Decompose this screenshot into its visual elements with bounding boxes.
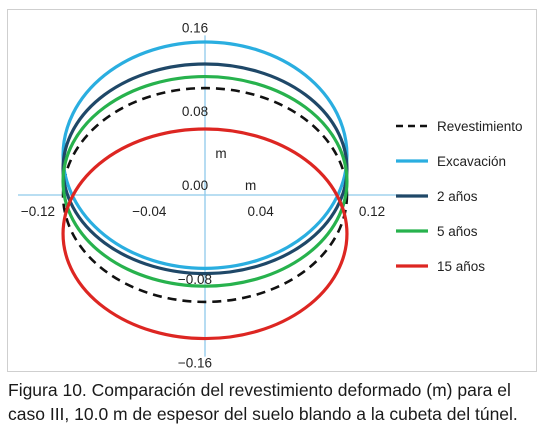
legend-label-2: Excavación xyxy=(437,154,506,169)
legend-label-5: 15 años xyxy=(437,259,485,274)
chart: −0.12 −0.04 0.04 0.12 0.16 0.08 0.00 −0.08 −0.16… xyxy=(17,20,523,371)
y-tick-label: 0.00 xyxy=(182,178,208,193)
series-layer xyxy=(61,40,349,341)
legend: Revestimiento Excavación 2 años 5 años 15 añ… xyxy=(396,119,523,274)
y-tick-label: −0.16 xyxy=(178,356,212,371)
legend-label-1: Revestimiento xyxy=(437,119,523,134)
caption-line-2: caso III, 10.0 m de espesor del suelo bl… xyxy=(8,404,518,424)
caption-line-1: Figura 10. Comparación del revestimiento… xyxy=(8,380,511,400)
x-tick-label: 0.04 xyxy=(248,204,275,219)
figure-caption: Figura 10. Comparación del revestimiento… xyxy=(8,378,544,426)
x-tick-label: 0.12 xyxy=(359,204,385,219)
tick-labels: −0.12 −0.04 0.04 0.12 0.16 0.08 0.00 −0.08 −0.16… xyxy=(21,20,385,370)
legend-label-3: 2 años xyxy=(437,189,478,204)
y-tick-label: 0.16 xyxy=(182,20,208,35)
chart-frame: −0.12 −0.04 0.04 0.12 0.16 0.08 0.00 −0.08 −0.16… xyxy=(7,9,537,372)
y-tick-label: −0.08 xyxy=(178,272,212,287)
legend-label-4: 5 años xyxy=(437,224,478,239)
series-5-curve xyxy=(61,127,349,341)
series-4-curve xyxy=(61,74,349,288)
y-tick-label: 0.08 xyxy=(182,104,208,119)
x-axis-label: m xyxy=(245,178,256,193)
y-axis-label: m xyxy=(215,146,226,161)
x-tick-label: −0.12 xyxy=(21,204,55,219)
x-tick-label: −0.04 xyxy=(132,204,167,219)
